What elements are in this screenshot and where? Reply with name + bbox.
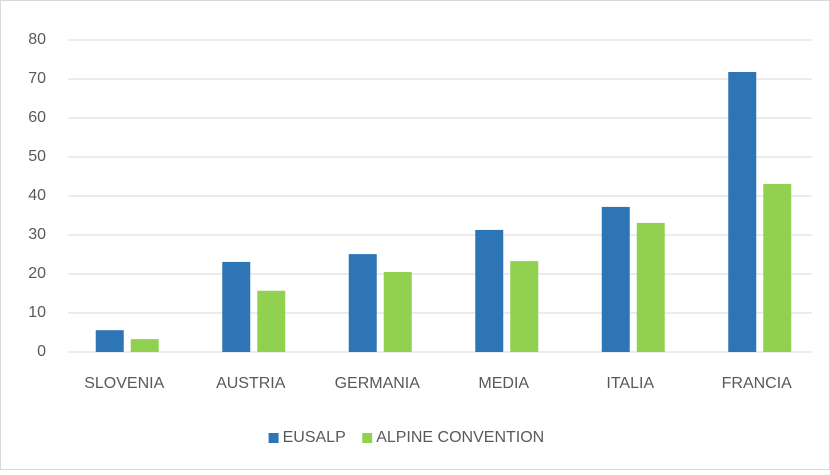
x-tick-label: AUSTRIA (216, 375, 286, 392)
bar (636, 222, 665, 352)
x-tick-label: ITALIA (606, 375, 654, 392)
y-tick-label: 40 (28, 187, 46, 204)
bar (257, 290, 286, 352)
y-tick-label: 60 (28, 109, 46, 126)
legend-label: EUSALP (283, 429, 346, 446)
x-tick-label: GERMANIA (335, 375, 421, 392)
bar (348, 254, 377, 352)
legend-swatch (362, 433, 373, 443)
bar (475, 229, 504, 352)
bar (763, 183, 792, 352)
y-tick-label: 30 (28, 226, 46, 243)
x-tick-label: MEDIA (478, 375, 529, 392)
bar (728, 71, 757, 352)
legend-label: ALPINE CONVENTION (376, 429, 544, 446)
y-tick-label: 80 (28, 31, 46, 48)
y-tick-label: 0 (37, 343, 46, 360)
y-tick-label: 10 (28, 304, 46, 321)
legend-swatch (268, 433, 279, 443)
bar (130, 339, 159, 352)
y-tick-label: 20 (28, 265, 46, 282)
bar (383, 272, 412, 352)
bar (601, 206, 630, 352)
bar (95, 330, 124, 352)
x-tick-label: FRANCIA (722, 375, 793, 392)
bar (510, 261, 539, 352)
y-tick-label: 50 (28, 148, 46, 165)
bar (222, 261, 251, 352)
y-tick-label: 70 (28, 70, 46, 87)
x-tick-label: SLOVENIA (84, 375, 164, 392)
